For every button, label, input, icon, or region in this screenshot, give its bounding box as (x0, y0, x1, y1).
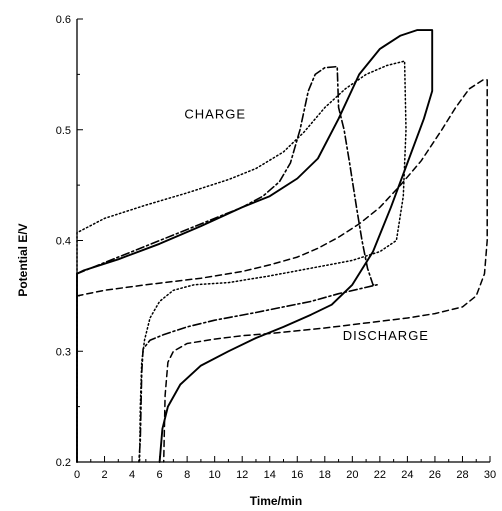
series-dashed-line (76, 79, 488, 463)
series-dotted-line (76, 60, 407, 463)
series-solid-line (76, 29, 434, 463)
y-tick-label: 0.3 (56, 346, 71, 358)
x-tick-label: 28 (456, 469, 468, 481)
x-tick-label: 26 (429, 469, 441, 481)
y-tick-label: 0.4 (56, 236, 71, 248)
x-tick-label: 8 (184, 469, 190, 481)
series-dashdot-line (76, 65, 378, 463)
x-tick-label: 20 (346, 469, 358, 481)
series-layer (76, 29, 488, 463)
x-tick-label: 2 (101, 469, 107, 481)
x-tick-label: 0 (74, 469, 80, 481)
x-tick-label: 22 (374, 469, 386, 481)
x-tick-label: 10 (209, 469, 221, 481)
axes: 0 2 4 6 8 10 12 14 16 18 20 22 24 26 28 300.20.30.40.50… (56, 14, 496, 481)
y-tick-label: 0.2 (56, 457, 71, 469)
x-tick-label: 12 (236, 469, 248, 481)
x-tick-label: 18 (319, 469, 331, 481)
x-tick-label: 24 (401, 469, 413, 481)
y-tick-label: 0.5 (56, 125, 71, 137)
x-tick-label: 6 (157, 469, 163, 481)
charge-annotation: CHARGE (184, 107, 246, 122)
x-tick-label: 14 (264, 469, 276, 481)
x-axis-label: Time/min (250, 494, 302, 508)
x-tick-label: 4 (129, 469, 135, 481)
y-tick-label: 0.6 (56, 14, 71, 26)
y-axis-label: Potential E/V (16, 223, 30, 296)
x-tick-label: 16 (291, 469, 303, 481)
discharge-annotation: DISCHARGE (343, 328, 429, 343)
x-tick-label: 30 (484, 469, 496, 481)
